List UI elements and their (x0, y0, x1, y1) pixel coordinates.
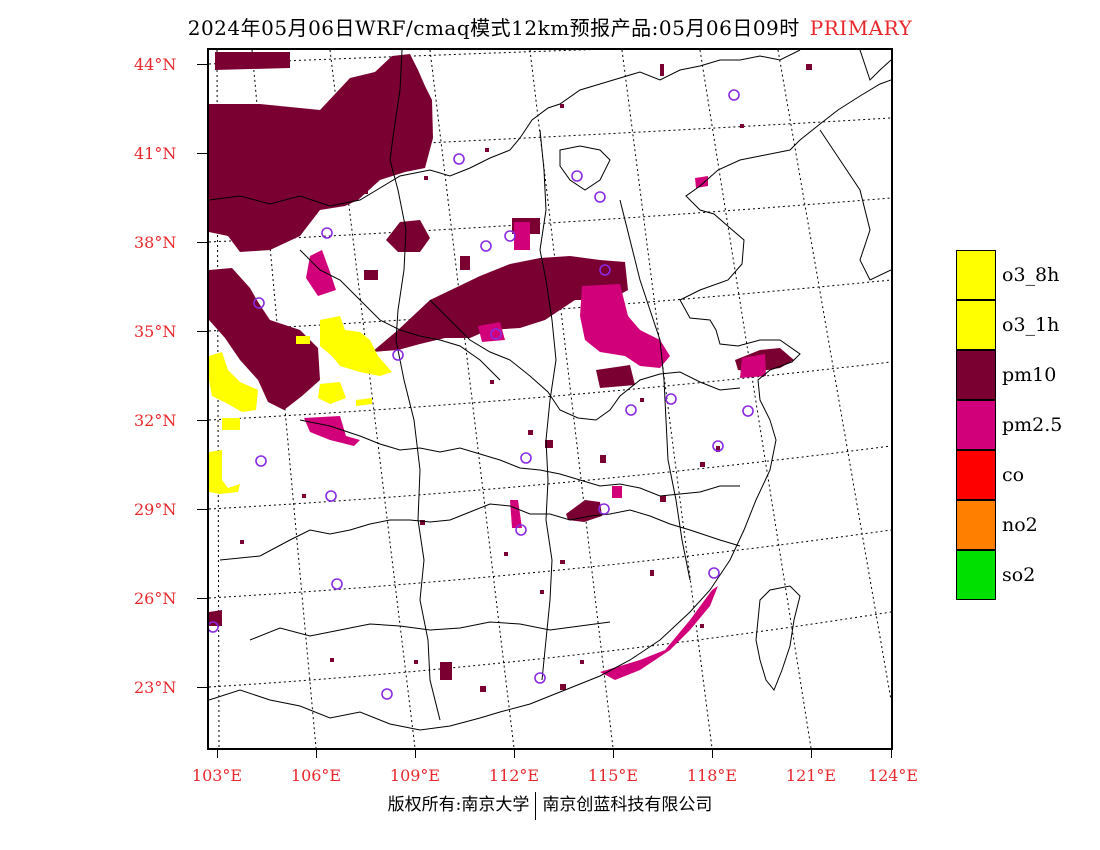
lon-label-118: 118°E (686, 766, 738, 785)
lon-label-112: 112°E (488, 766, 540, 785)
lon-tick (891, 750, 892, 758)
lon-label-115: 115°E (587, 766, 639, 785)
legend-label: o3_1h (1002, 314, 1060, 336)
copyright-left: 版权所有:南京大学 (387, 795, 530, 815)
lon-label-106: 106°E (290, 766, 342, 785)
lat-tick (197, 420, 207, 421)
forecast-map (207, 48, 893, 750)
legend-swatch (956, 300, 996, 350)
lon-tick (811, 750, 812, 758)
legend-swatch (956, 500, 996, 550)
lat-label-41: 41°N (134, 144, 177, 163)
lat-label-23: 23°N (134, 678, 177, 697)
lat-label-38: 38°N (134, 233, 177, 252)
o3-areas (209, 316, 392, 494)
lon-label-121: 121°E (785, 766, 837, 785)
lat-label-29: 29°N (134, 500, 177, 519)
lat-tick (197, 153, 207, 154)
lat-label-44: 44°N (134, 55, 177, 74)
lon-tick (415, 750, 416, 758)
lon-label-124: 124°E (867, 766, 919, 785)
pm10-scatter (240, 64, 812, 692)
lon-tick (712, 750, 713, 758)
legend-label: pm10 (1002, 364, 1057, 386)
lon-label-109: 109°E (389, 766, 441, 785)
title-text: 2024年05月06日WRF/cmaq模式12km预报产品:05月06日09时 (187, 16, 800, 40)
lat-label-35: 35°N (134, 322, 177, 341)
lon-tick (316, 750, 317, 758)
map-svg (209, 50, 891, 748)
lat-tick (197, 64, 207, 65)
copyright-footer: 版权所有:南京大学 南京创蓝科技有限公司 (0, 790, 1100, 820)
legend-label: pm2.5 (1002, 414, 1063, 436)
lat-tick (197, 598, 207, 599)
legend-swatch (956, 550, 996, 600)
boundaries (209, 50, 891, 731)
lat-label-32: 32°N (134, 411, 177, 430)
legend-swatch (956, 400, 996, 450)
legend-label: co (1002, 464, 1025, 486)
legend-swatch (956, 450, 996, 500)
legend-label: so2 (1002, 564, 1036, 586)
lon-tick (613, 750, 614, 758)
lat-tick (197, 331, 207, 332)
map-title: 2024年05月06日WRF/cmaq模式12km预报产品:05月06日09时 P… (0, 12, 1100, 41)
lat-tick (197, 687, 207, 688)
station-markers (209, 89, 754, 700)
legend-swatch (956, 250, 996, 300)
lat-tick (197, 242, 207, 243)
title-tag: PRIMARY (809, 16, 913, 40)
legend-swatch (956, 350, 996, 400)
pm10-areas (209, 52, 794, 680)
lat-label-26: 26°N (134, 589, 177, 608)
footer-divider (535, 791, 537, 820)
legend-label: o3_8h (1002, 264, 1060, 286)
legend-label: no2 (1002, 514, 1038, 536)
lon-tick (217, 750, 218, 758)
lon-label-103: 103°E (191, 766, 243, 785)
copyright-right: 南京创蓝科技有限公司 (542, 795, 713, 815)
lon-tick (514, 750, 515, 758)
lat-tick (197, 509, 207, 510)
